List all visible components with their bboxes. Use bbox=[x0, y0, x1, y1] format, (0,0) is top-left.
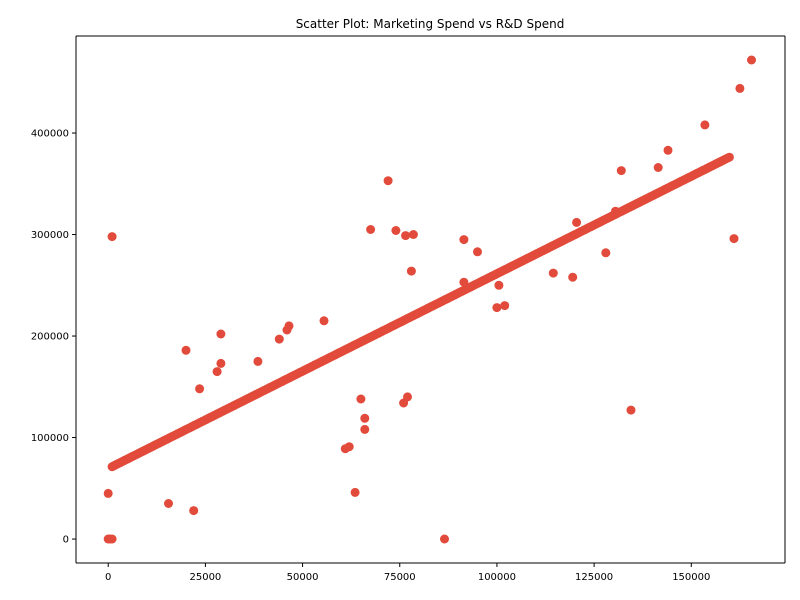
scatter-point bbox=[366, 225, 376, 234]
scatter-point bbox=[403, 392, 412, 402]
scatter-point bbox=[724, 152, 734, 162]
scatter-point bbox=[492, 303, 502, 313]
x-tick-label: 75000 bbox=[384, 572, 416, 583]
x-tick-label: 100000 bbox=[478, 572, 516, 583]
x-axis: 0 25000 50000 75000 100000 125000 150000 bbox=[105, 563, 710, 583]
scatter-point bbox=[406, 266, 416, 276]
chart-title: Scatter Plot: Marketing Spend vs R&D Spe… bbox=[296, 17, 565, 31]
y-tick-label: 400000 bbox=[31, 129, 69, 140]
scatter-point bbox=[500, 301, 510, 311]
scatter-point bbox=[391, 226, 401, 235]
scatter-point bbox=[663, 145, 673, 155]
scatter-point bbox=[181, 345, 191, 355]
y-tick-label: 0 bbox=[63, 535, 69, 546]
scatter-point bbox=[601, 248, 611, 258]
scatter-point bbox=[459, 235, 469, 245]
scatter-point bbox=[189, 506, 199, 516]
x-tick-label: 125000 bbox=[575, 572, 613, 583]
scatter-point bbox=[459, 277, 469, 287]
scatter-point bbox=[195, 384, 205, 394]
scatter-point bbox=[653, 163, 663, 172]
scatter-point bbox=[350, 487, 360, 497]
scatter-point bbox=[735, 83, 745, 93]
scatter-point bbox=[440, 534, 449, 544]
scatter-point bbox=[319, 316, 329, 326]
scatter-point bbox=[473, 247, 482, 257]
scatter-point bbox=[700, 120, 710, 130]
y-axis: 0 100000 200000 300000 400000 bbox=[31, 129, 76, 546]
scatter-point bbox=[103, 488, 113, 498]
scatter-point bbox=[253, 356, 263, 366]
scatter-point bbox=[360, 413, 370, 423]
scatter-point bbox=[616, 166, 626, 176]
scatter-point bbox=[360, 424, 370, 434]
scatter-point bbox=[107, 232, 117, 242]
scatter-point bbox=[383, 176, 393, 186]
axes-frame bbox=[75, 35, 786, 564]
points-layer bbox=[103, 55, 756, 544]
scatter-point bbox=[494, 280, 504, 290]
x-tick-label: 25000 bbox=[189, 572, 221, 583]
scatter-point bbox=[274, 334, 284, 344]
scatter-point bbox=[548, 268, 558, 278]
x-tick-label: 0 bbox=[105, 572, 111, 583]
scatter-point bbox=[408, 230, 418, 239]
scatter-point bbox=[568, 272, 578, 282]
scatter-point bbox=[216, 358, 226, 368]
x-tick-label: 50000 bbox=[287, 572, 319, 583]
x-tick-label: 150000 bbox=[672, 572, 710, 583]
scatter-point bbox=[216, 329, 226, 339]
scatter-point bbox=[572, 217, 582, 227]
scatter-point bbox=[107, 534, 117, 544]
scatter-point bbox=[729, 234, 739, 244]
y-tick-label: 200000 bbox=[31, 332, 69, 343]
scatter-point bbox=[626, 405, 636, 415]
scatter-point bbox=[212, 367, 222, 377]
scatter-point bbox=[401, 231, 411, 241]
scatter-point bbox=[356, 394, 366, 404]
scatter-point bbox=[747, 55, 756, 65]
scatter-point bbox=[164, 499, 173, 508]
scatter-point bbox=[284, 321, 294, 331]
y-tick-label: 300000 bbox=[31, 230, 69, 241]
scatter-point bbox=[611, 206, 620, 216]
scatter-point bbox=[344, 442, 354, 452]
y-tick-label: 100000 bbox=[31, 433, 69, 444]
